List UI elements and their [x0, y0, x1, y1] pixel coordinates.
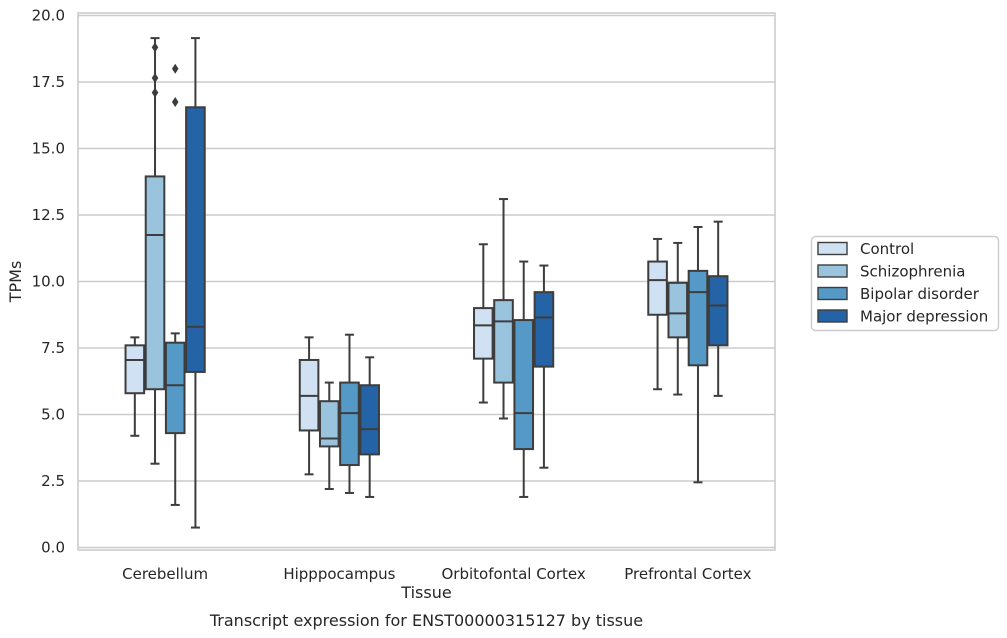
y-tick-label: 10.0 [32, 273, 65, 291]
box-element [144, 37, 166, 465]
legend-swatch [817, 241, 848, 256]
series-bipolar-disorder [164, 63, 709, 506]
box-element [185, 37, 206, 529]
box-iqr [533, 291, 555, 368]
series-control [124, 237, 668, 476]
y-axis-ticks: 0.0 2.5 5.0 7.5 10.0 12.5 15.0 17.5 20.0 [32, 7, 65, 557]
chart-caption: Transcript expression for ENST0000031512… [209, 611, 643, 630]
box-iqr [144, 175, 166, 391]
box-element [647, 237, 668, 391]
box-iqr [513, 319, 535, 451]
outlier-point [151, 73, 159, 84]
x-axis-title: Tissue [400, 583, 451, 602]
box-element [667, 241, 689, 396]
y-tick-label: 20.0 [32, 7, 65, 25]
outlier-point [151, 87, 159, 98]
box-iqr [493, 299, 514, 384]
x-tick-label: Cerebellum [122, 565, 208, 583]
y-tick-label: 15.0 [32, 140, 65, 158]
legend-swatch [817, 264, 848, 278]
legend-item: Control [817, 240, 914, 258]
legend-label: Bipolar disorder [860, 285, 980, 303]
box-element [473, 243, 494, 404]
box-element [124, 336, 146, 437]
plot-frame [77, 12, 776, 551]
series-major-depression [185, 37, 729, 529]
legend-swatch [817, 309, 848, 323]
y-tick-label: 7.5 [41, 339, 65, 357]
x-tick-label: Prefrontal Cortex [624, 565, 751, 583]
y-tick-label: 5.0 [41, 406, 65, 424]
y-tick-label: 2.5 [41, 472, 65, 490]
box-iqr [687, 269, 709, 367]
box-iqr [318, 400, 340, 448]
box-series-layer [124, 37, 729, 529]
box-element [164, 63, 186, 506]
x-tick-label: Orbitofontal Cortex [442, 565, 586, 583]
box-iqr [124, 344, 146, 395]
outlier-point [171, 63, 179, 74]
outlier-point [171, 96, 179, 107]
box-iqr [667, 281, 689, 339]
box-element [707, 220, 729, 397]
y-tick-label: 17.5 [32, 73, 65, 91]
box-iqr [473, 307, 494, 360]
box-iqr [359, 384, 380, 456]
outlier-point [151, 42, 159, 53]
box-iqr [339, 381, 360, 467]
box-element [513, 260, 535, 498]
box-iqr [707, 275, 729, 347]
y-axis-title: TPMs [6, 261, 25, 304]
legend-label: Control [860, 240, 914, 258]
box-element [339, 333, 360, 494]
box-iqr [164, 341, 186, 435]
legend-item: Bipolar disorder [817, 285, 980, 303]
box-element [359, 356, 380, 498]
box-element [687, 225, 709, 484]
box-element [493, 198, 514, 420]
series-schizophrenia [144, 37, 689, 490]
legend-swatch [817, 286, 848, 301]
y-tick-label: 0.0 [41, 539, 65, 557]
y-tick-label: 12.5 [32, 206, 65, 224]
box-element [533, 264, 555, 469]
box-iqr [647, 260, 668, 316]
x-axis-ticks: Cerebellum Hipppocampus Orbitofontal Corte… [122, 565, 751, 583]
legend-item: Major depression [817, 308, 988, 326]
box-element [298, 336, 320, 476]
legend-item: Schizophrenia [817, 263, 965, 281]
box-iqr [185, 106, 206, 373]
grid-lines [78, 14, 775, 549]
legend-label: Schizophrenia [860, 263, 965, 281]
legend: Control Schizophrenia Bipolar disorder Majo… [810, 235, 1000, 332]
legend-label: Major depression [860, 308, 988, 326]
legend-frame [810, 235, 1000, 332]
x-tick-label: Hipppocampus [283, 565, 395, 583]
box-element [318, 381, 340, 490]
